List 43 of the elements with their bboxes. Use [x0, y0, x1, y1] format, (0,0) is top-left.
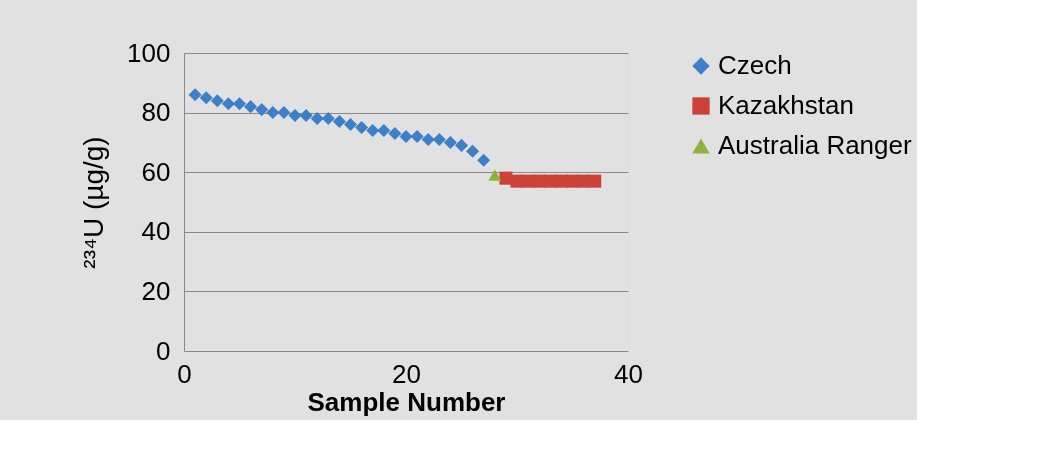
- point: [210, 94, 224, 108]
- point: [488, 169, 502, 181]
- point: [443, 135, 457, 149]
- x-tick-label: 40: [614, 358, 643, 389]
- point: [588, 174, 602, 188]
- y-tick-label: 0: [156, 335, 171, 366]
- point: [399, 129, 413, 143]
- y-tick-label: 80: [141, 97, 171, 128]
- point: [410, 129, 424, 143]
- point: [366, 123, 380, 137]
- point: [299, 109, 313, 123]
- y-tick-label: 40: [141, 216, 171, 247]
- x-tick-label: 0: [177, 358, 192, 389]
- point: [432, 132, 446, 146]
- point: [232, 97, 247, 111]
- point: [288, 109, 302, 123]
- point: [466, 144, 480, 158]
- legend-label: Australia Ranger: [718, 130, 912, 160]
- legend-label: Czech: [718, 50, 792, 80]
- y-tick-label: 100: [127, 37, 171, 68]
- point: [255, 103, 269, 117]
- point: [221, 97, 235, 111]
- point: [321, 112, 335, 126]
- y-tick-label: 20: [141, 275, 171, 306]
- point: [355, 120, 369, 135]
- y-tick-label: 60: [141, 156, 171, 187]
- point: [188, 88, 202, 102]
- point: [266, 106, 280, 120]
- point: [199, 91, 213, 105]
- x-tick-label: 20: [392, 358, 421, 389]
- point: [377, 123, 391, 137]
- point: [277, 106, 291, 120]
- point: [421, 132, 435, 146]
- point: [332, 115, 346, 129]
- legend-label: Kazakhstan: [718, 90, 854, 120]
- point: [343, 118, 358, 132]
- point: [454, 138, 469, 152]
- point: [310, 112, 324, 126]
- x-axis-title: Sample Number: [307, 386, 506, 417]
- point: [477, 153, 491, 167]
- y-axis-title: ²³⁴U (µg/g): [78, 136, 110, 269]
- point: [388, 126, 402, 140]
- point: [244, 100, 258, 114]
